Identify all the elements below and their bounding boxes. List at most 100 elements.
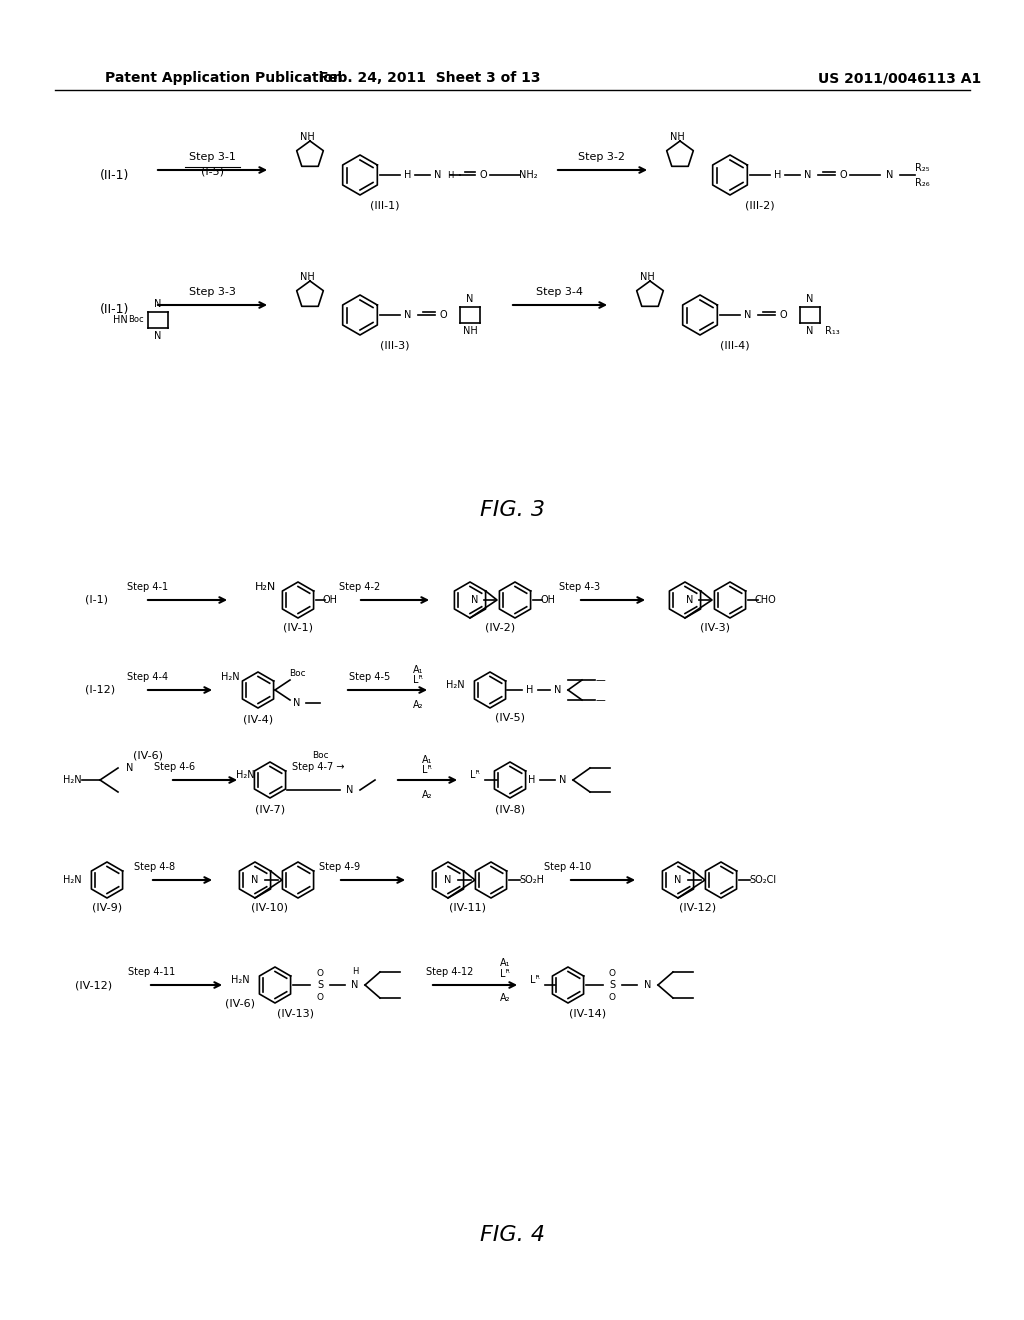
Text: SO₂Cl: SO₂Cl bbox=[750, 875, 776, 884]
Text: A₂: A₂ bbox=[422, 789, 432, 800]
Text: N: N bbox=[434, 170, 441, 180]
Text: HN: HN bbox=[113, 315, 127, 325]
Text: (IV-13): (IV-13) bbox=[276, 1008, 313, 1018]
Text: (I-5): (I-5) bbox=[201, 168, 223, 177]
Text: —: — bbox=[595, 675, 605, 685]
Text: (I-1): (I-1) bbox=[85, 595, 108, 605]
Text: Lᴿ: Lᴿ bbox=[470, 770, 480, 780]
Text: N: N bbox=[686, 595, 693, 605]
Text: N: N bbox=[346, 785, 353, 795]
Text: (IV-5): (IV-5) bbox=[495, 713, 525, 723]
Text: OH: OH bbox=[541, 595, 555, 605]
Text: Boc: Boc bbox=[289, 669, 305, 678]
Text: FIG. 3: FIG. 3 bbox=[479, 500, 545, 520]
Text: H₂N: H₂N bbox=[62, 875, 81, 884]
Text: N: N bbox=[251, 875, 259, 884]
Text: H: H bbox=[528, 775, 536, 785]
Text: N: N bbox=[644, 979, 651, 990]
Text: H₂N: H₂N bbox=[230, 975, 249, 985]
Text: Step 3-3: Step 3-3 bbox=[188, 286, 236, 297]
Text: Step 4-2: Step 4-2 bbox=[339, 582, 381, 591]
Text: Step 3-1: Step 3-1 bbox=[188, 152, 236, 162]
Text: (IV-6): (IV-6) bbox=[225, 998, 255, 1008]
Text: Patent Application Publication: Patent Application Publication bbox=[105, 71, 343, 84]
Text: (IV-7): (IV-7) bbox=[255, 805, 285, 814]
Text: (II-1): (II-1) bbox=[100, 304, 129, 317]
Text: N: N bbox=[126, 763, 134, 774]
Text: Step 4-1: Step 4-1 bbox=[127, 582, 169, 591]
Text: Feb. 24, 2011  Sheet 3 of 13: Feb. 24, 2011 Sheet 3 of 13 bbox=[319, 71, 541, 84]
Text: SO₂H: SO₂H bbox=[519, 875, 545, 884]
Text: (IV-3): (IV-3) bbox=[700, 623, 730, 634]
Text: Step 4-3: Step 4-3 bbox=[559, 582, 600, 591]
Text: (IV-2): (IV-2) bbox=[485, 623, 515, 634]
Text: N: N bbox=[806, 294, 814, 304]
Text: Step 4-4: Step 4-4 bbox=[127, 672, 169, 682]
Text: (IV-11): (IV-11) bbox=[450, 903, 486, 913]
Text: NH: NH bbox=[300, 132, 314, 143]
Text: Lᴿ: Lᴿ bbox=[413, 675, 423, 685]
Text: S: S bbox=[609, 979, 615, 990]
Text: A₁: A₁ bbox=[500, 958, 510, 968]
Text: R₁₃: R₁₃ bbox=[825, 326, 840, 337]
Text: O: O bbox=[439, 310, 446, 319]
Text: (IV-6): (IV-6) bbox=[133, 750, 163, 760]
Text: O: O bbox=[608, 993, 615, 1002]
Text: O: O bbox=[316, 969, 324, 978]
Text: (IV-12): (IV-12) bbox=[680, 903, 717, 913]
Text: N: N bbox=[471, 595, 478, 605]
Text: Boc: Boc bbox=[311, 751, 329, 759]
Text: H: H bbox=[774, 170, 781, 180]
Text: H₂N: H₂N bbox=[62, 775, 81, 785]
Text: H₂N: H₂N bbox=[254, 582, 275, 591]
Text: Lᴿ: Lᴿ bbox=[422, 766, 432, 775]
Text: O: O bbox=[608, 969, 615, 978]
Text: (IV-9): (IV-9) bbox=[92, 903, 122, 913]
Text: Step 3-4: Step 3-4 bbox=[537, 286, 584, 297]
Text: Step 4-7 →: Step 4-7 → bbox=[292, 762, 344, 772]
Text: NH: NH bbox=[300, 272, 314, 282]
Text: A₂: A₂ bbox=[413, 700, 423, 710]
Text: H₂N: H₂N bbox=[445, 680, 464, 690]
Text: O: O bbox=[840, 170, 847, 180]
Text: Step 4-8: Step 4-8 bbox=[134, 862, 175, 873]
Text: (III-4): (III-4) bbox=[720, 341, 750, 350]
Text: NH: NH bbox=[640, 272, 654, 282]
Text: NH: NH bbox=[463, 326, 477, 337]
Text: H: H bbox=[526, 685, 534, 696]
Text: N: N bbox=[351, 979, 358, 990]
Text: S: S bbox=[317, 979, 323, 990]
Text: N: N bbox=[675, 875, 682, 884]
Text: N: N bbox=[155, 331, 162, 341]
Text: Boc: Boc bbox=[128, 315, 144, 325]
Text: (IV-1): (IV-1) bbox=[283, 623, 313, 634]
Text: (IV-10): (IV-10) bbox=[252, 903, 289, 913]
Text: (IV-12): (IV-12) bbox=[75, 979, 112, 990]
Text: N: N bbox=[744, 310, 752, 319]
Text: O: O bbox=[316, 993, 324, 1002]
Text: R₂₆: R₂₆ bbox=[914, 178, 930, 187]
Text: Step 4-10: Step 4-10 bbox=[545, 862, 592, 873]
Text: OH: OH bbox=[323, 595, 338, 605]
Text: N: N bbox=[404, 310, 412, 319]
Text: H: H bbox=[404, 170, 412, 180]
Text: (IV-8): (IV-8) bbox=[495, 805, 525, 814]
Text: (III-1): (III-1) bbox=[371, 201, 399, 210]
Text: Step 4-6: Step 4-6 bbox=[155, 762, 196, 772]
Text: N: N bbox=[806, 326, 814, 337]
Text: N: N bbox=[293, 698, 301, 708]
Text: A₂: A₂ bbox=[500, 993, 510, 1003]
Text: US 2011/0046113 A1: US 2011/0046113 A1 bbox=[818, 71, 982, 84]
Text: NH₂: NH₂ bbox=[519, 170, 538, 180]
Text: (I-12): (I-12) bbox=[85, 685, 115, 696]
Text: A₁: A₁ bbox=[413, 665, 423, 675]
Text: Lᴿ: Lᴿ bbox=[530, 975, 540, 985]
Text: CHO: CHO bbox=[754, 595, 776, 605]
Text: O: O bbox=[779, 310, 786, 319]
Text: N: N bbox=[444, 875, 452, 884]
Text: H: H bbox=[352, 968, 358, 977]
Text: —: — bbox=[595, 696, 605, 705]
Text: R₂₅: R₂₅ bbox=[914, 162, 929, 173]
Text: O: O bbox=[479, 170, 486, 180]
Text: N: N bbox=[559, 775, 566, 785]
